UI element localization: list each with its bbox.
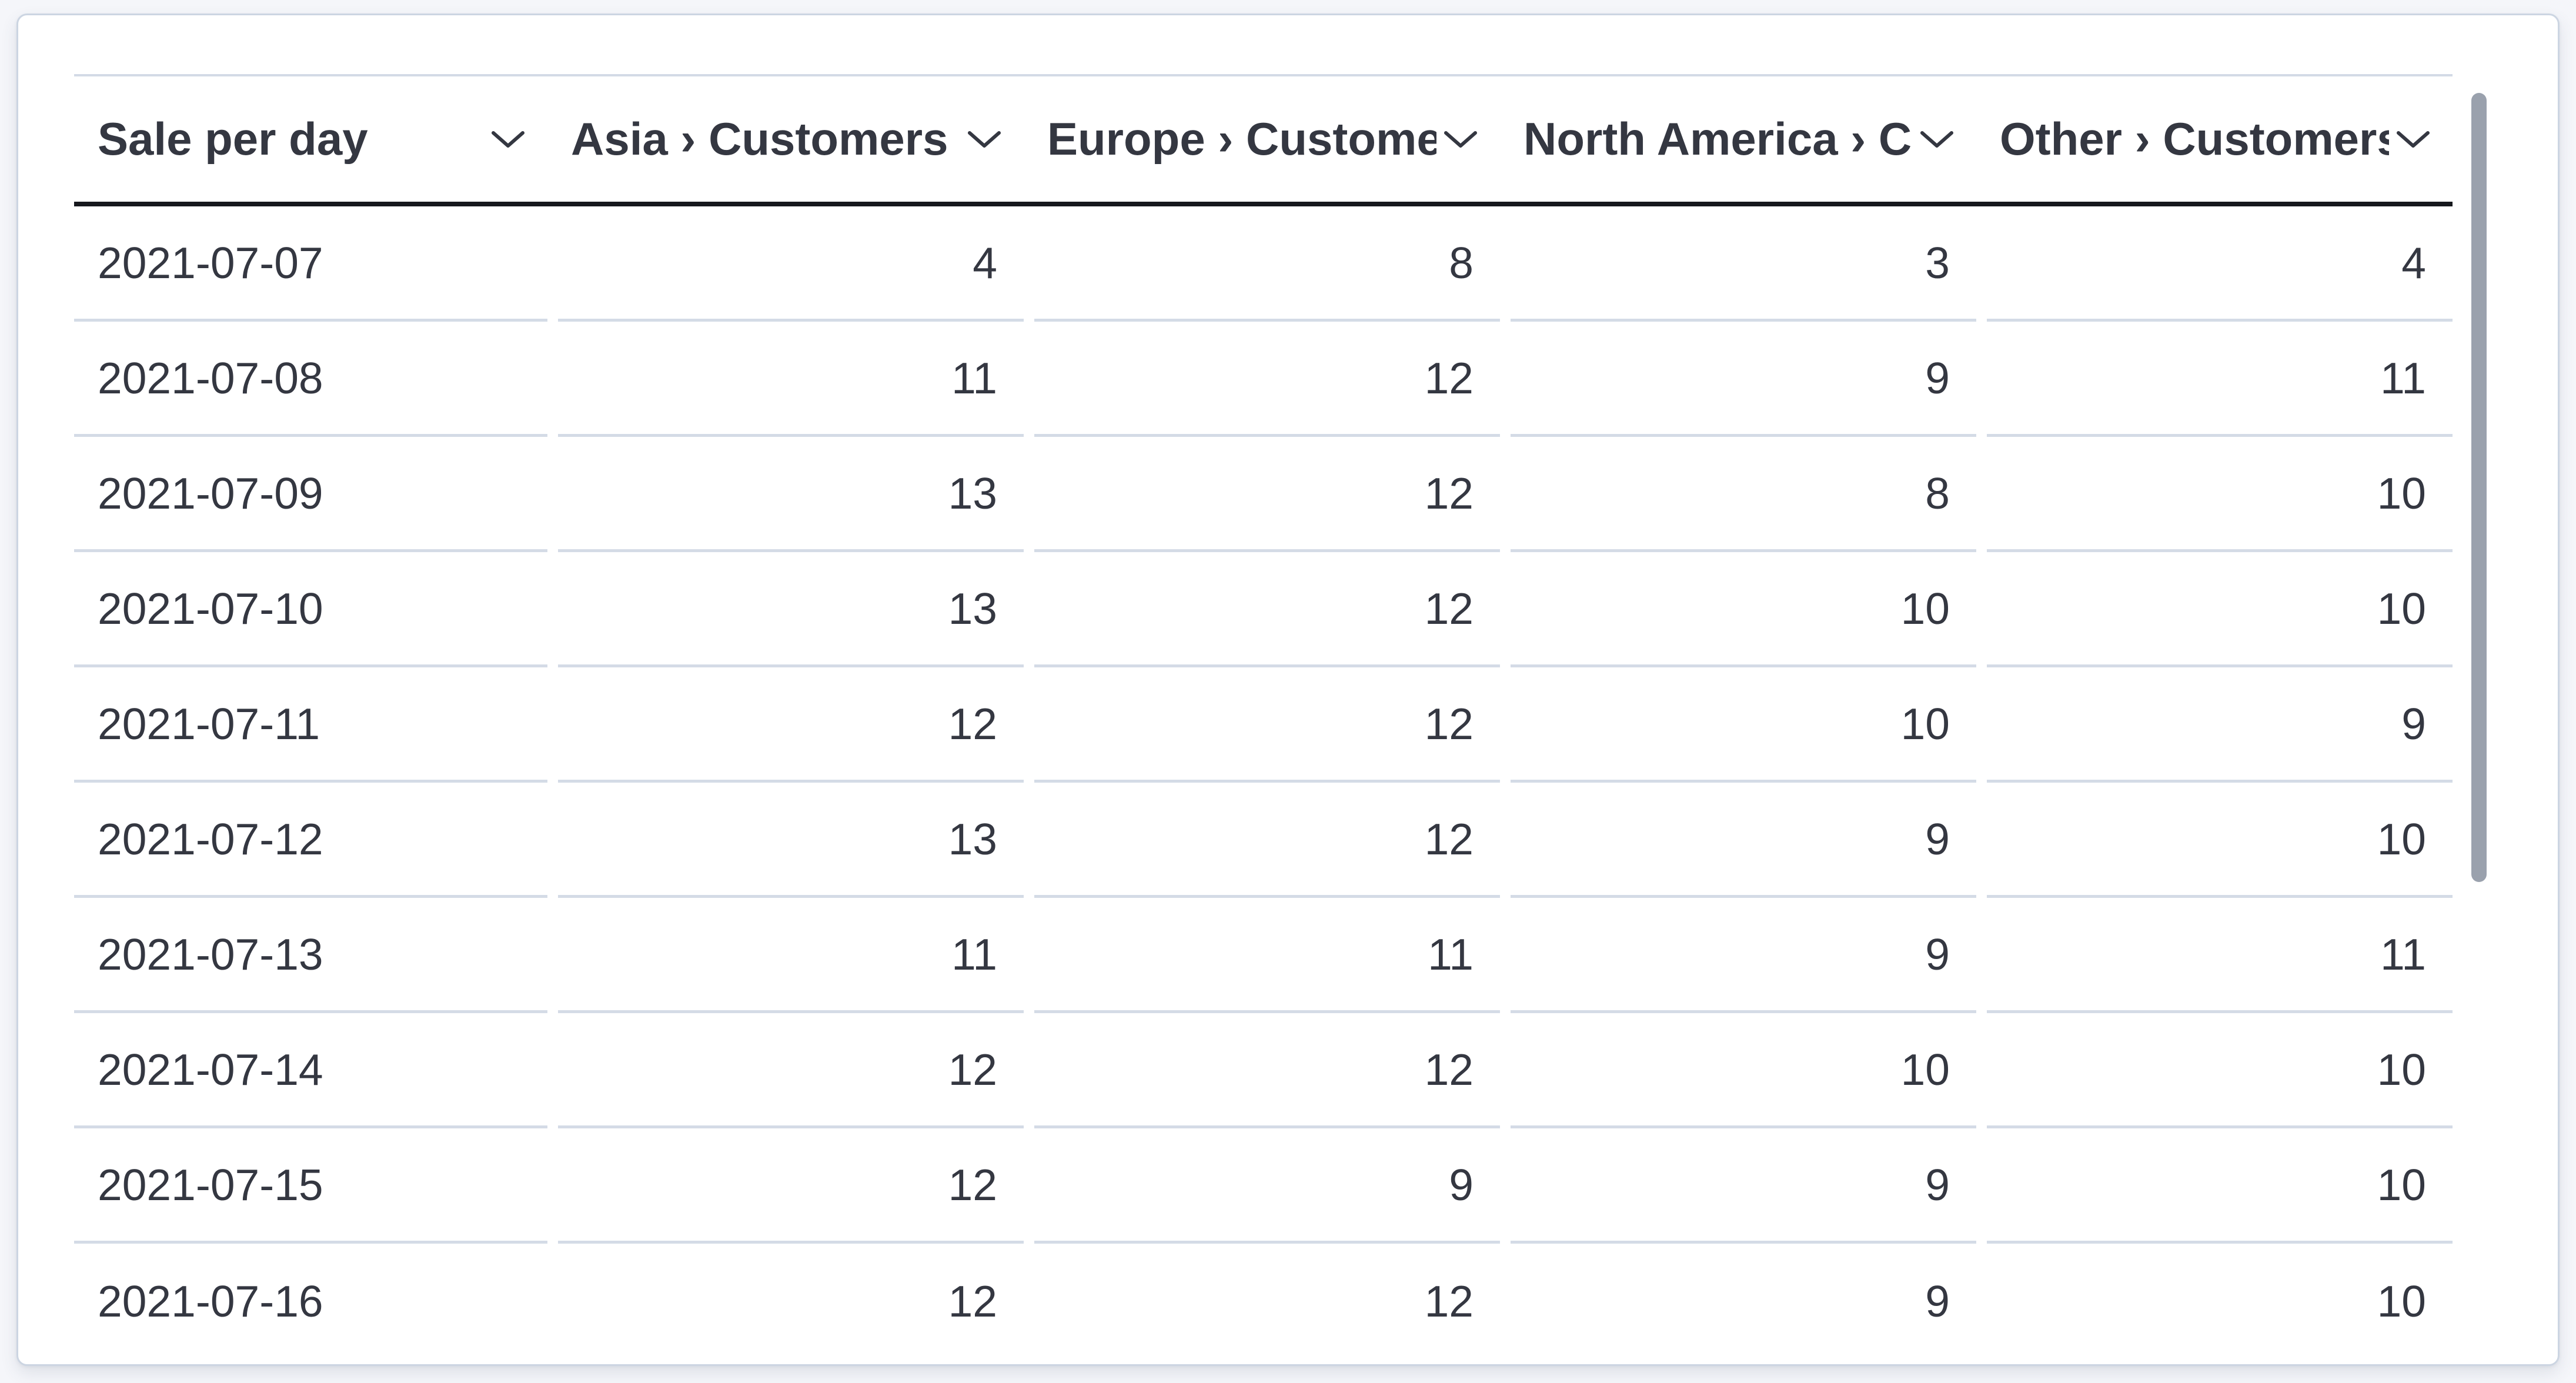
date-cell: 2021-07-15	[74, 1128, 547, 1244]
table-row: 2021-07-16 12 12 9 10	[74, 1244, 2453, 1359]
value-cell: 11	[1987, 898, 2453, 1013]
chevron-down-icon[interactable]	[1920, 130, 1954, 149]
value-cell: 4	[558, 206, 1024, 322]
value-cell: 12	[1034, 437, 1500, 552]
value-cell: 4	[1987, 206, 2453, 322]
date-cell: 2021-07-08	[74, 322, 547, 437]
table-row: 2021-07-12 13 12 9 10	[74, 783, 2453, 898]
value-cell: 11	[558, 898, 1024, 1013]
table-row: 2021-07-07 4 8 3 4	[74, 206, 2453, 322]
value-cell: 3	[1511, 206, 1976, 322]
value-cell: 10	[1987, 552, 2453, 667]
value-cell: 12	[1034, 783, 1500, 898]
table-card: Sale per day Asia › Customers Europe › C…	[16, 14, 2560, 1366]
column-header-label: Asia › Customers	[571, 113, 948, 165]
value-cell: 9	[1511, 898, 1976, 1013]
date-cell: 2021-07-13	[74, 898, 547, 1013]
value-cell: 10	[2377, 1277, 2426, 1326]
value-cell: 10	[1987, 1013, 2453, 1128]
column-header-label: Europe › Customers	[1047, 113, 1436, 165]
value-cell: 12	[558, 1013, 1024, 1128]
date-cell: 2021-07-10	[74, 552, 547, 667]
value-cell: 13	[558, 552, 1024, 667]
value-cell: 9	[1511, 322, 1976, 437]
column-header-label: Other › Customers	[2000, 113, 2389, 165]
value-cell: 12	[1424, 1277, 1474, 1326]
date-cell: 2021-07-07	[74, 206, 547, 322]
table-row: 2021-07-15 12 9 9 10	[74, 1128, 2453, 1244]
chevron-down-icon[interactable]	[967, 130, 1001, 149]
value-cell: 9	[1034, 1128, 1500, 1244]
value-cell: 8	[1511, 437, 1976, 552]
value-cell: 11	[1034, 898, 1500, 1013]
header-row: Sale per day Asia › Customers Europe › C…	[74, 74, 2453, 206]
column-header-1[interactable]: Asia › Customers	[558, 76, 1024, 202]
data-table: Sale per day Asia › Customers Europe › C…	[74, 74, 2453, 1368]
chevron-down-icon[interactable]	[1444, 130, 1478, 149]
value-cell: 12	[1034, 322, 1500, 437]
table-row: 2021-07-09 13 12 8 10	[74, 437, 2453, 552]
table-body: 2021-07-07 4 8 3 4 2021-07-08 11 12 9 11…	[74, 206, 2453, 1359]
value-cell: 11	[1987, 322, 2453, 437]
chevron-down-icon[interactable]	[2396, 130, 2430, 149]
date-cell: 2021-07-12	[74, 783, 547, 898]
column-header-2[interactable]: Europe › Customers	[1034, 76, 1500, 202]
value-cell: 12	[1034, 667, 1500, 783]
date-cell: 2021-07-09	[74, 437, 547, 552]
table-row: 2021-07-13 11 11 9 11	[74, 898, 2453, 1013]
value-cell: 12	[1034, 1013, 1500, 1128]
value-cell: 12	[1034, 552, 1500, 667]
date-cell: 2021-07-11	[74, 667, 547, 783]
value-cell: 10	[1987, 783, 2453, 898]
value-cell: 9	[1987, 667, 2453, 783]
value-cell: 13	[558, 437, 1024, 552]
table-row: 2021-07-14 12 12 10 10	[74, 1013, 2453, 1128]
value-cell: 11	[558, 322, 1024, 437]
value-cell: 10	[1511, 552, 1976, 667]
value-cell: 12	[558, 1128, 1024, 1244]
value-cell: 9	[1511, 783, 1976, 898]
date-cell: 2021-07-16	[98, 1277, 323, 1326]
column-header-4[interactable]: Other › Customers	[1987, 76, 2453, 202]
vertical-scrollbar-thumb[interactable]	[2471, 93, 2487, 882]
table-row: 2021-07-08 11 12 9 11	[74, 322, 2453, 437]
column-header-0[interactable]: Sale per day	[74, 76, 547, 202]
value-cell: 10	[1511, 1013, 1976, 1128]
value-cell: 12	[558, 667, 1024, 783]
date-cell: 2021-07-14	[74, 1013, 547, 1128]
value-cell: 10	[1987, 1128, 2453, 1244]
table-row: 2021-07-11 12 12 10 9	[74, 667, 2453, 783]
value-cell: 12	[948, 1277, 997, 1326]
column-header-3[interactable]: North America › Customers	[1511, 76, 1976, 202]
column-header-label: North America › Customers	[1523, 113, 1913, 165]
value-cell: 10	[1511, 667, 1976, 783]
value-cell: 8	[1034, 206, 1500, 322]
chevron-down-icon[interactable]	[491, 130, 525, 149]
table-row: 2021-07-10 13 12 10 10	[74, 552, 2453, 667]
value-cell: 10	[1987, 437, 2453, 552]
value-cell: 9	[1925, 1277, 1950, 1326]
column-header-label: Sale per day	[98, 113, 368, 165]
value-cell: 13	[558, 783, 1024, 898]
value-cell: 9	[1511, 1128, 1976, 1244]
